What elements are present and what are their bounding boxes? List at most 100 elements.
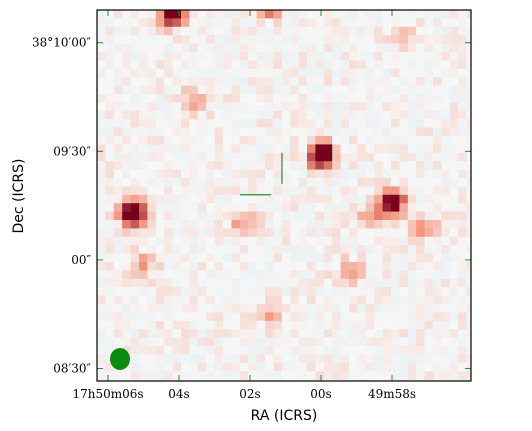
image-pixel <box>374 304 383 313</box>
image-pixel <box>349 186 358 196</box>
image-pixel <box>458 346 467 355</box>
image-pixel <box>256 119 266 128</box>
image-pixel <box>365 346 375 355</box>
image-pixel <box>139 278 148 288</box>
image-pixel <box>298 60 308 70</box>
image-pixel <box>273 354 283 364</box>
image-pixel <box>172 178 182 187</box>
image-pixel <box>105 220 115 229</box>
image-pixel <box>340 102 350 112</box>
image-pixel <box>349 144 358 154</box>
image-pixel <box>349 18 358 28</box>
image-pixel <box>122 119 131 128</box>
image-pixel <box>248 337 257 347</box>
image-pixel <box>466 85 472 95</box>
image-pixel <box>399 253 409 263</box>
image-pixel <box>424 228 434 238</box>
image-pixel <box>181 371 190 380</box>
image-pixel <box>256 211 266 221</box>
image-pixel <box>214 203 224 212</box>
image-pixel <box>130 144 140 154</box>
image-pixel <box>365 144 375 154</box>
image-pixel <box>223 52 232 61</box>
image-pixel <box>113 26 123 36</box>
image-pixel <box>466 270 472 280</box>
image-pixel <box>122 253 131 263</box>
image-pixel <box>181 194 190 204</box>
image-pixel <box>97 35 106 44</box>
image-pixel <box>391 270 400 280</box>
image-pixel <box>105 270 115 280</box>
image-pixel <box>407 102 417 112</box>
image-pixel <box>147 152 157 162</box>
image-pixel <box>105 10 115 19</box>
image-pixel <box>105 194 115 204</box>
image-pixel <box>97 169 106 179</box>
image-pixel <box>239 194 249 204</box>
image-pixel <box>139 211 148 221</box>
image-pixel <box>433 52 442 61</box>
image-pixel <box>441 10 451 19</box>
image-pixel <box>155 186 165 196</box>
image-pixel <box>223 278 232 288</box>
image-pixel <box>197 94 207 103</box>
image-pixel <box>424 295 434 305</box>
image-pixel <box>323 236 333 246</box>
image-pixel <box>416 270 425 280</box>
image-pixel <box>281 43 291 53</box>
image-pixel <box>197 346 207 355</box>
image-pixel <box>391 94 400 103</box>
image-pixel <box>290 10 299 19</box>
image-pixel <box>391 253 400 263</box>
image-pixel <box>458 26 467 36</box>
image-pixel <box>290 102 299 112</box>
image-pixel <box>256 127 266 137</box>
image-pixel <box>197 77 207 86</box>
image-pixel <box>197 236 207 246</box>
image-pixel <box>290 85 299 95</box>
image-pixel <box>273 329 283 338</box>
sky-image-plot <box>96 9 472 382</box>
image-pixel <box>458 152 467 162</box>
image-pixel <box>172 245 182 254</box>
image-pixel <box>223 245 232 254</box>
image-pixel <box>256 60 266 70</box>
image-pixel <box>323 203 333 212</box>
image-pixel <box>399 43 409 53</box>
image-pixel <box>122 194 131 204</box>
image-pixel <box>214 161 224 170</box>
image-pixel <box>449 253 459 263</box>
image-pixel <box>323 253 333 263</box>
image-pixel <box>332 354 341 364</box>
image-pixel <box>298 354 308 364</box>
image-pixel <box>391 220 400 229</box>
image-pixel <box>181 178 190 187</box>
image-pixel <box>231 220 241 229</box>
image-pixel <box>424 362 434 372</box>
image-pixel <box>374 35 383 44</box>
image-pixel <box>231 102 241 112</box>
image-pixel <box>466 236 472 246</box>
image-pixel <box>164 119 173 128</box>
image-pixel <box>130 354 140 364</box>
image-pixel <box>189 236 199 246</box>
image-pixel <box>374 346 383 355</box>
image-pixel <box>449 211 459 221</box>
image-pixel <box>399 245 409 254</box>
image-pixel <box>130 186 140 196</box>
image-pixel <box>197 194 207 204</box>
image-pixel <box>391 119 400 128</box>
image-pixel <box>349 60 358 70</box>
image-pixel <box>265 119 274 128</box>
image-pixel <box>290 346 299 355</box>
image-pixel <box>105 186 115 196</box>
image-pixel <box>357 85 367 95</box>
image-pixel <box>231 329 241 338</box>
image-pixel <box>130 194 140 204</box>
image-pixel <box>139 287 148 296</box>
image-pixel <box>357 253 367 263</box>
image-pixel <box>365 43 375 53</box>
image-pixel <box>164 211 173 221</box>
image-pixel <box>256 287 266 296</box>
image-pixel <box>391 127 400 137</box>
